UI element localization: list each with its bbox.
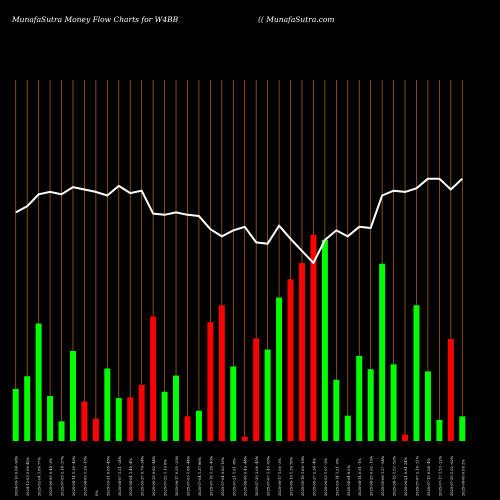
money-flow-bar [218,305,225,441]
x-tick-label: 2025-03-27 0.79 -34% [141,455,145,496]
money-flow-bar [58,421,65,441]
x-tick-label: 2025-07-03 2.14 -27% [61,455,65,496]
money-flow-bar [230,366,237,441]
x-tick-label: 2025-02-04 1.86 77% [38,456,42,496]
money-flow-bar [298,263,305,441]
x-tick-label: 2025-07-21 1.01 -8% [232,457,236,496]
money-flow-bar [161,391,168,441]
x-tick-label: 2025-04-25 0.92 -19% [370,455,374,496]
x-tick-label: 2024-12-03 2.66 42% [26,456,30,496]
money-flow-bar [402,434,409,441]
x-tick-label: 2025-06-05 0.48 -3% [49,457,53,496]
x-tick-label: 2025-05-27 2.34 -4% [312,457,316,496]
price-line-group [15,177,463,264]
money-flow-bar [195,410,202,441]
money-flow-bar [447,339,454,441]
money-flow-bar [115,398,122,441]
money-flow-bar [92,418,99,441]
x-tick-label: 0% [95,490,99,496]
x-tick-label: 2025-06-17 0.55 -33% [175,455,179,496]
x-tick-label: 2025-06-19 1.30 76% [290,456,294,496]
x-tick-label: 2025-04-11 1.39 -49% [72,455,76,496]
money-flow-bar [207,322,214,441]
x-tick-label: 2025-06-17 1.00 -3% [278,457,282,496]
x-tick-label: 2025-04-04 6.2% [347,464,351,496]
money-flow-bar [310,234,317,441]
money-flow-bar [333,379,340,441]
money-flow-bar [356,355,363,441]
money-flow-bar [424,371,431,441]
x-tick-label: 2025-04-04 1.46 -4% [129,457,133,496]
chart-title: MunafaSutra Money Flow Charts for W4BB [12,15,179,24]
x-tick-label: 2025-03-14 1.21 -6% [335,457,339,496]
money-flow-bar [321,239,328,441]
x-tick-label: 2025-04-14 0.91 -1% [358,457,362,496]
site-watermark: (( MunafaSutra.com [258,15,335,24]
money-flow-bar [264,349,271,441]
money-flow-bar [24,376,31,441]
x-tick-label: 2024-09-10 0.64 -96% [15,455,19,496]
x-tick-label: 2025-04-15 1.52 -52% [393,455,397,496]
x-tick-label: 2025-05-16 1.80 -18% [301,455,305,496]
x-tick-label: 2025-08-06 0.49 -44% [244,455,248,496]
x-tick-label: 2025-07-18 1.26 -40% [209,455,213,496]
x-tick-label: 2025-07-04 1.37 86% [198,456,202,496]
x-tick-label: 2025-08-06 0.69 2% [461,459,465,496]
money-flow-bar [47,395,54,441]
price-line [15,177,463,264]
money-flow-bar [81,401,88,441]
x-tick-label: 2025-07-07 2.16 -21% [415,455,419,496]
money-flow-bar [390,364,397,441]
x-tick-label: 2025-03-31 0.65 -45% [106,455,110,496]
money-flow-bar [184,416,191,441]
x-axis-labels: 2024-09-10 0.64 -96% 2024-12-03 2.66 42% 2… [15,455,466,496]
x-tick-label: 2025-06-03 1.07 -2% [324,457,328,496]
money-flow-bar [413,305,420,441]
money-flow-bar [436,419,443,441]
money-flow-bar [253,338,260,441]
money-flow-bar [138,384,145,441]
money-flow-bar [459,416,466,441]
x-tick-label: 2025-04-07 1.21 -24% [118,455,122,496]
x-tick-label: 2025-07-22 1.10 6% [164,459,168,496]
money-flow-bar [173,375,180,441]
x-tick-label: 2025-06-25 0.62 -44% [152,455,156,496]
x-tick-label: 2025-07-07 1.43 -69% [267,455,271,496]
money-flow-bar [12,388,19,441]
x-tick-label: 2025-06-21 0.81 24% [404,456,408,496]
x-tick-label: 2025-05-08 1.27 -54% [381,455,385,496]
x-tick-label: 2025-07-25 1.02 -62% [450,455,454,496]
money-flow-bar [35,323,42,441]
money-flow-bar [150,316,157,441]
x-tick-label: 2025-07-15 0.58 -4% [427,457,431,496]
money-flow-bar [379,263,386,441]
x-tick-label: 2025-04-09 1.26 -10% [83,455,87,496]
x-tick-label: 2025-07-04 0.83 13% [221,456,225,496]
x-tick-label: 2025-07-29 2.06 -45% [255,455,259,496]
money-flow-bar [104,368,111,441]
x-tick-label: 2025-07-17 1.53 -22% [438,455,442,496]
money-flow-bar [287,279,294,441]
x-tick-label: 2025-07-03 1.86 -44% [186,455,190,496]
money-flow-bar [127,397,134,441]
money-flow-bar [241,436,248,441]
money-flow-bar [69,350,76,441]
money-flow-bar [367,369,374,441]
money-flow-bar [276,297,283,441]
money-flow-bars [12,234,466,441]
money-flow-bar [344,415,351,441]
